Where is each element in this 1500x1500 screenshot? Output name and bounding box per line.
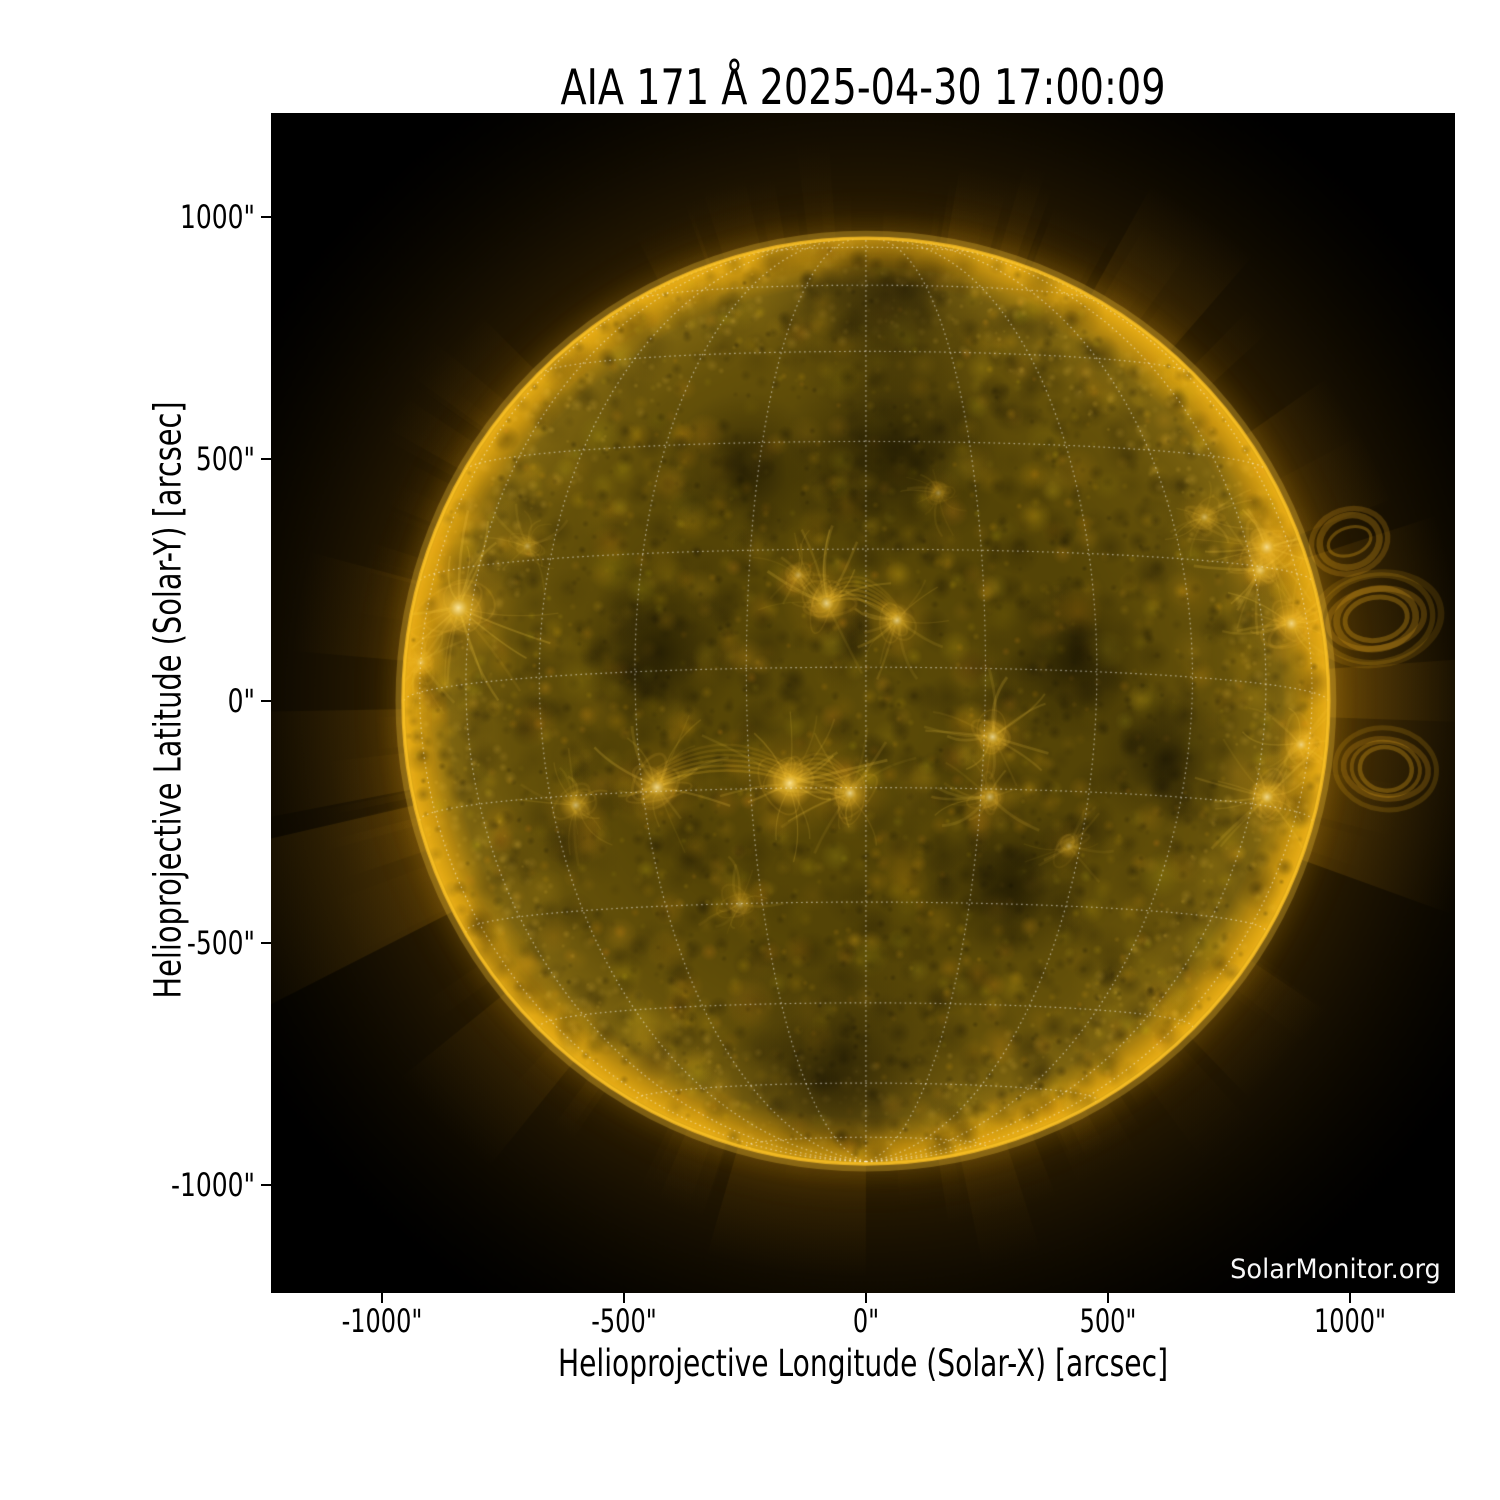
x-tick-label: -500" <box>591 1302 657 1340</box>
y-tick-label: -500" <box>186 924 255 963</box>
x-tick-mark <box>864 1293 867 1303</box>
solar-image-canvas <box>271 113 1455 1293</box>
y-tick-label: -1000" <box>170 1166 255 1205</box>
y-tick-mark <box>261 458 271 461</box>
x-tick-mark <box>1348 1293 1351 1303</box>
y-tick-label: 0" <box>227 682 255 721</box>
x-tick-mark <box>623 1293 626 1303</box>
x-tick-label: 1000" <box>1313 1302 1386 1340</box>
x-tick-mark <box>381 1293 384 1303</box>
plot-area: SolarMonitor.org <box>271 113 1455 1293</box>
x-tick-label: 0" <box>852 1302 880 1340</box>
watermark: SolarMonitor.org <box>1230 1254 1441 1285</box>
x-tick-label: -1000" <box>341 1302 423 1340</box>
y-tick-mark <box>261 942 271 945</box>
y-tick-mark <box>261 216 271 219</box>
y-tick-label: 1000" <box>179 198 255 237</box>
x-tick-mark <box>1106 1293 1109 1303</box>
y-tick-label: 500" <box>195 440 255 479</box>
x-tick-label: 500" <box>1079 1302 1137 1340</box>
y-tick-mark <box>261 1184 271 1187</box>
y-tick-mark <box>261 700 271 703</box>
figure-title: AIA 171 Å 2025-04-30 17:00:09 <box>560 59 1166 116</box>
x-axis-label: Helioprojective Longitude (Solar-X) [arc… <box>557 1342 1169 1385</box>
